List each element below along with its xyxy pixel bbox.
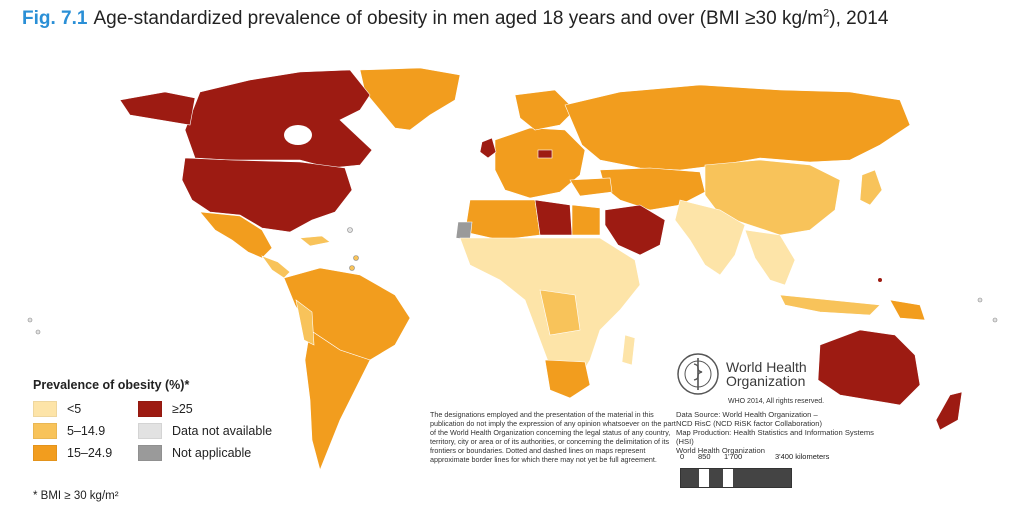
scale-label: 3'400 kilometers	[775, 452, 830, 461]
figure-label: Fig. 7.1	[22, 8, 88, 30]
legend-item-not-applicable: Not applicable	[138, 445, 288, 461]
legend-swatch	[33, 423, 57, 439]
region-central-america	[261, 255, 291, 279]
island-marker	[347, 227, 353, 233]
legend-swatch	[33, 445, 57, 461]
legend-label: ≥25	[172, 402, 193, 416]
scale-label: 850	[698, 452, 711, 461]
legend-item-mid: 5–14.9	[33, 423, 138, 439]
region-canada	[184, 69, 373, 169]
who-name-line2: Organization	[726, 373, 806, 389]
title-text: Age-standardized prevalence of obesity i…	[93, 8, 889, 30]
map-title: Fig. 7.1 Age-standardized prevalence of o…	[22, 8, 888, 30]
scale-label: 0	[680, 452, 685, 461]
region-southern-africa	[544, 359, 591, 399]
legend-item-high: 15–24.9	[33, 445, 138, 461]
region-indonesia	[779, 294, 881, 316]
legend: Prevalence of obesity (%)* <5 ≥25 5–14.9…	[33, 378, 293, 461]
region-madagascar	[621, 334, 636, 366]
island-marker	[353, 255, 359, 261]
legend-label: 5–14.9	[67, 424, 106, 438]
island-marker	[35, 329, 41, 335]
region-south-asia	[674, 199, 746, 276]
region-russia	[564, 84, 911, 171]
region-greenland	[359, 67, 461, 131]
region-usa	[181, 157, 353, 233]
source-line: World Health Organization	[676, 446, 765, 455]
scale-segment	[723, 469, 733, 487]
region-scandinavia	[514, 89, 576, 131]
legend-grid: <5 ≥25 5–14.9 Data not available 15–24.9…	[33, 401, 293, 461]
who-block: World Health Organization WHO 2014, All …	[676, 352, 876, 455]
region-libya	[534, 199, 573, 236]
region-china	[704, 159, 841, 236]
legend-label: <5	[67, 402, 82, 416]
legend-swatch	[33, 401, 57, 417]
scale-segment	[681, 469, 699, 487]
island-marker	[992, 317, 998, 323]
region-caribbean	[299, 235, 331, 247]
region-arabia	[604, 204, 666, 256]
legend-swatch	[138, 401, 162, 417]
region-papua	[889, 299, 926, 321]
scale-graphic	[680, 468, 792, 488]
region-europe	[494, 127, 586, 199]
scale-bar: 0 850 1'700 3'400 kilometers	[680, 452, 880, 492]
who-source: Data Source: World Health Organization –…	[676, 410, 876, 455]
region-north-africa-west	[464, 199, 541, 241]
region-egypt	[571, 204, 601, 236]
footnote: * BMI ≥ 30 kg/m²	[33, 490, 119, 502]
legend-label: Data not available	[172, 424, 273, 438]
disclaimer: The designations employed and the presen…	[430, 410, 676, 464]
region-japan	[859, 169, 883, 206]
region-hudson-bay	[284, 125, 312, 145]
legend-swatch	[138, 423, 162, 439]
scale-labels: 0 850 1'700 3'400 kilometers	[680, 452, 880, 462]
region-andes	[295, 299, 315, 346]
scale-segment	[709, 469, 723, 487]
region-central-africa	[539, 289, 581, 336]
who-logo: World Health Organization	[676, 352, 876, 396]
source-line: Data Source: World Health Organization –	[676, 410, 818, 419]
legend-item-very-high: ≥25	[138, 401, 288, 417]
legend-item-low: <5	[33, 401, 138, 417]
region-australia	[817, 329, 921, 406]
scale-label: 1'700	[724, 452, 743, 461]
region-south-america-south	[304, 329, 371, 471]
legend-item-no-data: Data not available	[138, 423, 288, 439]
region-alaska	[119, 91, 196, 126]
source-line: Map Production: Health Statistics and In…	[676, 428, 874, 446]
island-marker	[878, 278, 882, 282]
who-name-line1: World Health	[726, 359, 807, 375]
who-emblem-icon	[677, 353, 719, 395]
region-mexico	[199, 211, 273, 259]
scale-segment	[733, 469, 791, 487]
region-uk	[479, 137, 497, 159]
legend-label: 15–24.9	[67, 446, 113, 460]
region-turkey	[569, 177, 613, 197]
legend-swatch	[138, 445, 162, 461]
region-southeast-asia	[744, 229, 796, 286]
source-line: NCD RisC (NCD RiSK factor Collaboration)	[676, 419, 823, 428]
region-new-zealand	[935, 391, 963, 431]
scale-segment	[699, 469, 709, 487]
legend-title: Prevalence of obesity (%)*	[33, 378, 190, 392]
who-name: World Health Organization	[726, 360, 807, 388]
island-marker	[349, 265, 355, 271]
island-marker	[977, 297, 983, 303]
who-rights: WHO 2014, All rights reserved.	[728, 398, 825, 405]
region-czech	[537, 149, 553, 159]
region-western-sahara	[455, 221, 473, 241]
legend-label: Not applicable	[172, 446, 252, 460]
island-marker	[27, 317, 33, 323]
